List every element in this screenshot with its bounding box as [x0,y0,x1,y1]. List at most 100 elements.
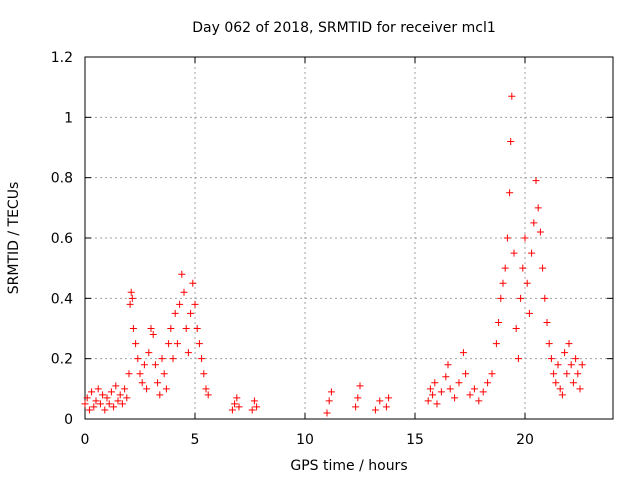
data-point [138,379,146,387]
data-point [202,385,210,393]
data-point [126,300,134,308]
x-tick-label: 5 [191,432,200,448]
data-point [145,349,153,357]
data-point [523,279,531,287]
data-point [83,394,91,402]
data-point [497,294,505,302]
data-point [539,264,547,272]
data-point [180,288,188,296]
data-point [149,331,157,339]
data-point [178,270,186,278]
data-point [151,361,159,369]
data-point [451,394,459,402]
data-point [433,400,441,408]
data-point [228,406,236,414]
data-point [107,388,115,396]
data-point [556,385,564,393]
data-point [121,385,129,393]
data-point [444,361,452,369]
data-point [561,349,569,357]
data-point [514,355,522,363]
data-point [532,177,540,185]
data-point [187,309,195,317]
data-point [547,355,555,363]
data-point [85,406,93,414]
data-point [127,288,135,296]
data-point [446,385,454,393]
data-point [501,264,509,272]
data-point [479,388,487,396]
data-point [112,382,120,390]
data-point [171,309,179,317]
data-point [323,409,331,417]
data-point [528,249,536,257]
data-point [572,355,580,363]
data-point [530,219,538,227]
data-point [116,391,124,399]
data-point [189,279,197,287]
data-point [167,325,175,332]
data-point [565,340,573,348]
data-point [231,400,239,408]
data-point [507,137,515,145]
data-point [165,340,173,348]
data-point [543,318,551,326]
data-point [545,340,553,348]
y-tick-label: 1.2 [51,50,73,66]
data-point [519,264,527,272]
data-point [484,379,492,387]
data-point [118,400,126,408]
data-point [325,397,333,405]
data-point [558,391,566,399]
data-point [567,361,575,369]
data-point [459,349,467,357]
data-points [81,92,586,417]
y-tick-label: 1 [64,110,73,126]
data-point [442,373,450,381]
data-point [574,370,582,378]
y-tick-label: 0.4 [51,291,73,307]
data-point [132,340,140,348]
data-point [162,385,170,393]
data-point [517,294,525,302]
data-point [576,385,584,393]
grid-lines [85,57,613,419]
data-point [506,189,514,197]
data-point [510,249,518,257]
data-point [554,361,562,369]
data-point [431,379,439,387]
data-point [382,403,390,411]
data-point [569,379,577,387]
data-point [169,355,177,363]
data-point [191,300,199,308]
data-point [536,228,544,236]
data-point [492,340,500,348]
data-point [376,397,384,405]
data-point [184,349,192,357]
data-point [385,394,393,402]
data-point [128,294,136,302]
data-point [99,391,107,399]
data-point [552,379,560,387]
data-point [499,279,507,287]
data-point [470,385,478,393]
data-point [204,391,212,399]
data-point [96,400,104,408]
data-point [233,394,241,402]
data-point [462,370,470,378]
x-tick-label: 15 [406,432,424,448]
data-point [136,370,144,378]
data-point [123,394,131,402]
data-point [105,400,113,408]
data-point [176,300,184,308]
data-point [114,397,122,405]
data-point [508,92,516,100]
data-point [92,397,100,405]
data-point [253,403,261,411]
data-point [147,325,155,332]
data-point [140,361,148,369]
data-point [429,391,437,399]
axis-ticks: 0 5 10 15 20 0 0.2 0.4 0.6 0.8 1 1.2 [51,50,613,448]
data-point [90,403,98,411]
